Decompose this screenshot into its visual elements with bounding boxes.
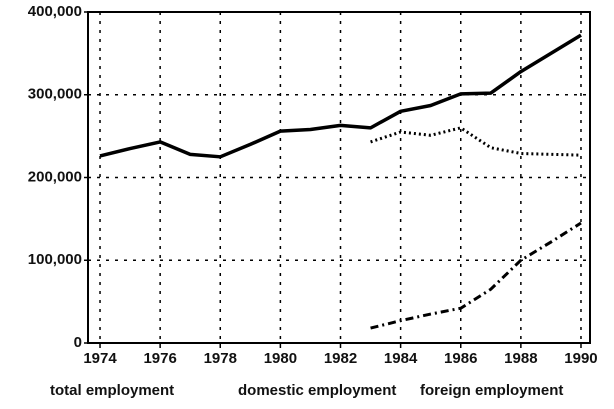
y-tick-label: 200,000 [28,168,82,185]
x-tick-label: 1978 [204,350,237,367]
series-line [99,33,582,159]
series-line [370,126,582,157]
y-tick-label: 100,000 [28,251,82,268]
x-tick-label: 1982 [324,350,357,367]
legend-entry: domestic employment [238,382,396,399]
y-tick-label: 400,000 [28,3,82,20]
x-tick-label: 1976 [143,350,176,367]
legend-entry: total employment [50,382,174,399]
series-line [370,221,582,330]
y-tick-label: 300,000 [28,86,82,103]
x-tick-label: 1990 [564,350,597,367]
x-tick-label: 1986 [444,350,477,367]
x-tick-label: 1988 [504,350,537,367]
x-tick-label: 1974 [83,350,117,367]
x-tick-label: 1980 [264,350,297,367]
y-tick-label: 0 [74,334,82,351]
x-tick-label: 1984 [384,350,418,367]
legend-entry: foreign employment [420,382,563,399]
plot-frame [87,11,591,344]
